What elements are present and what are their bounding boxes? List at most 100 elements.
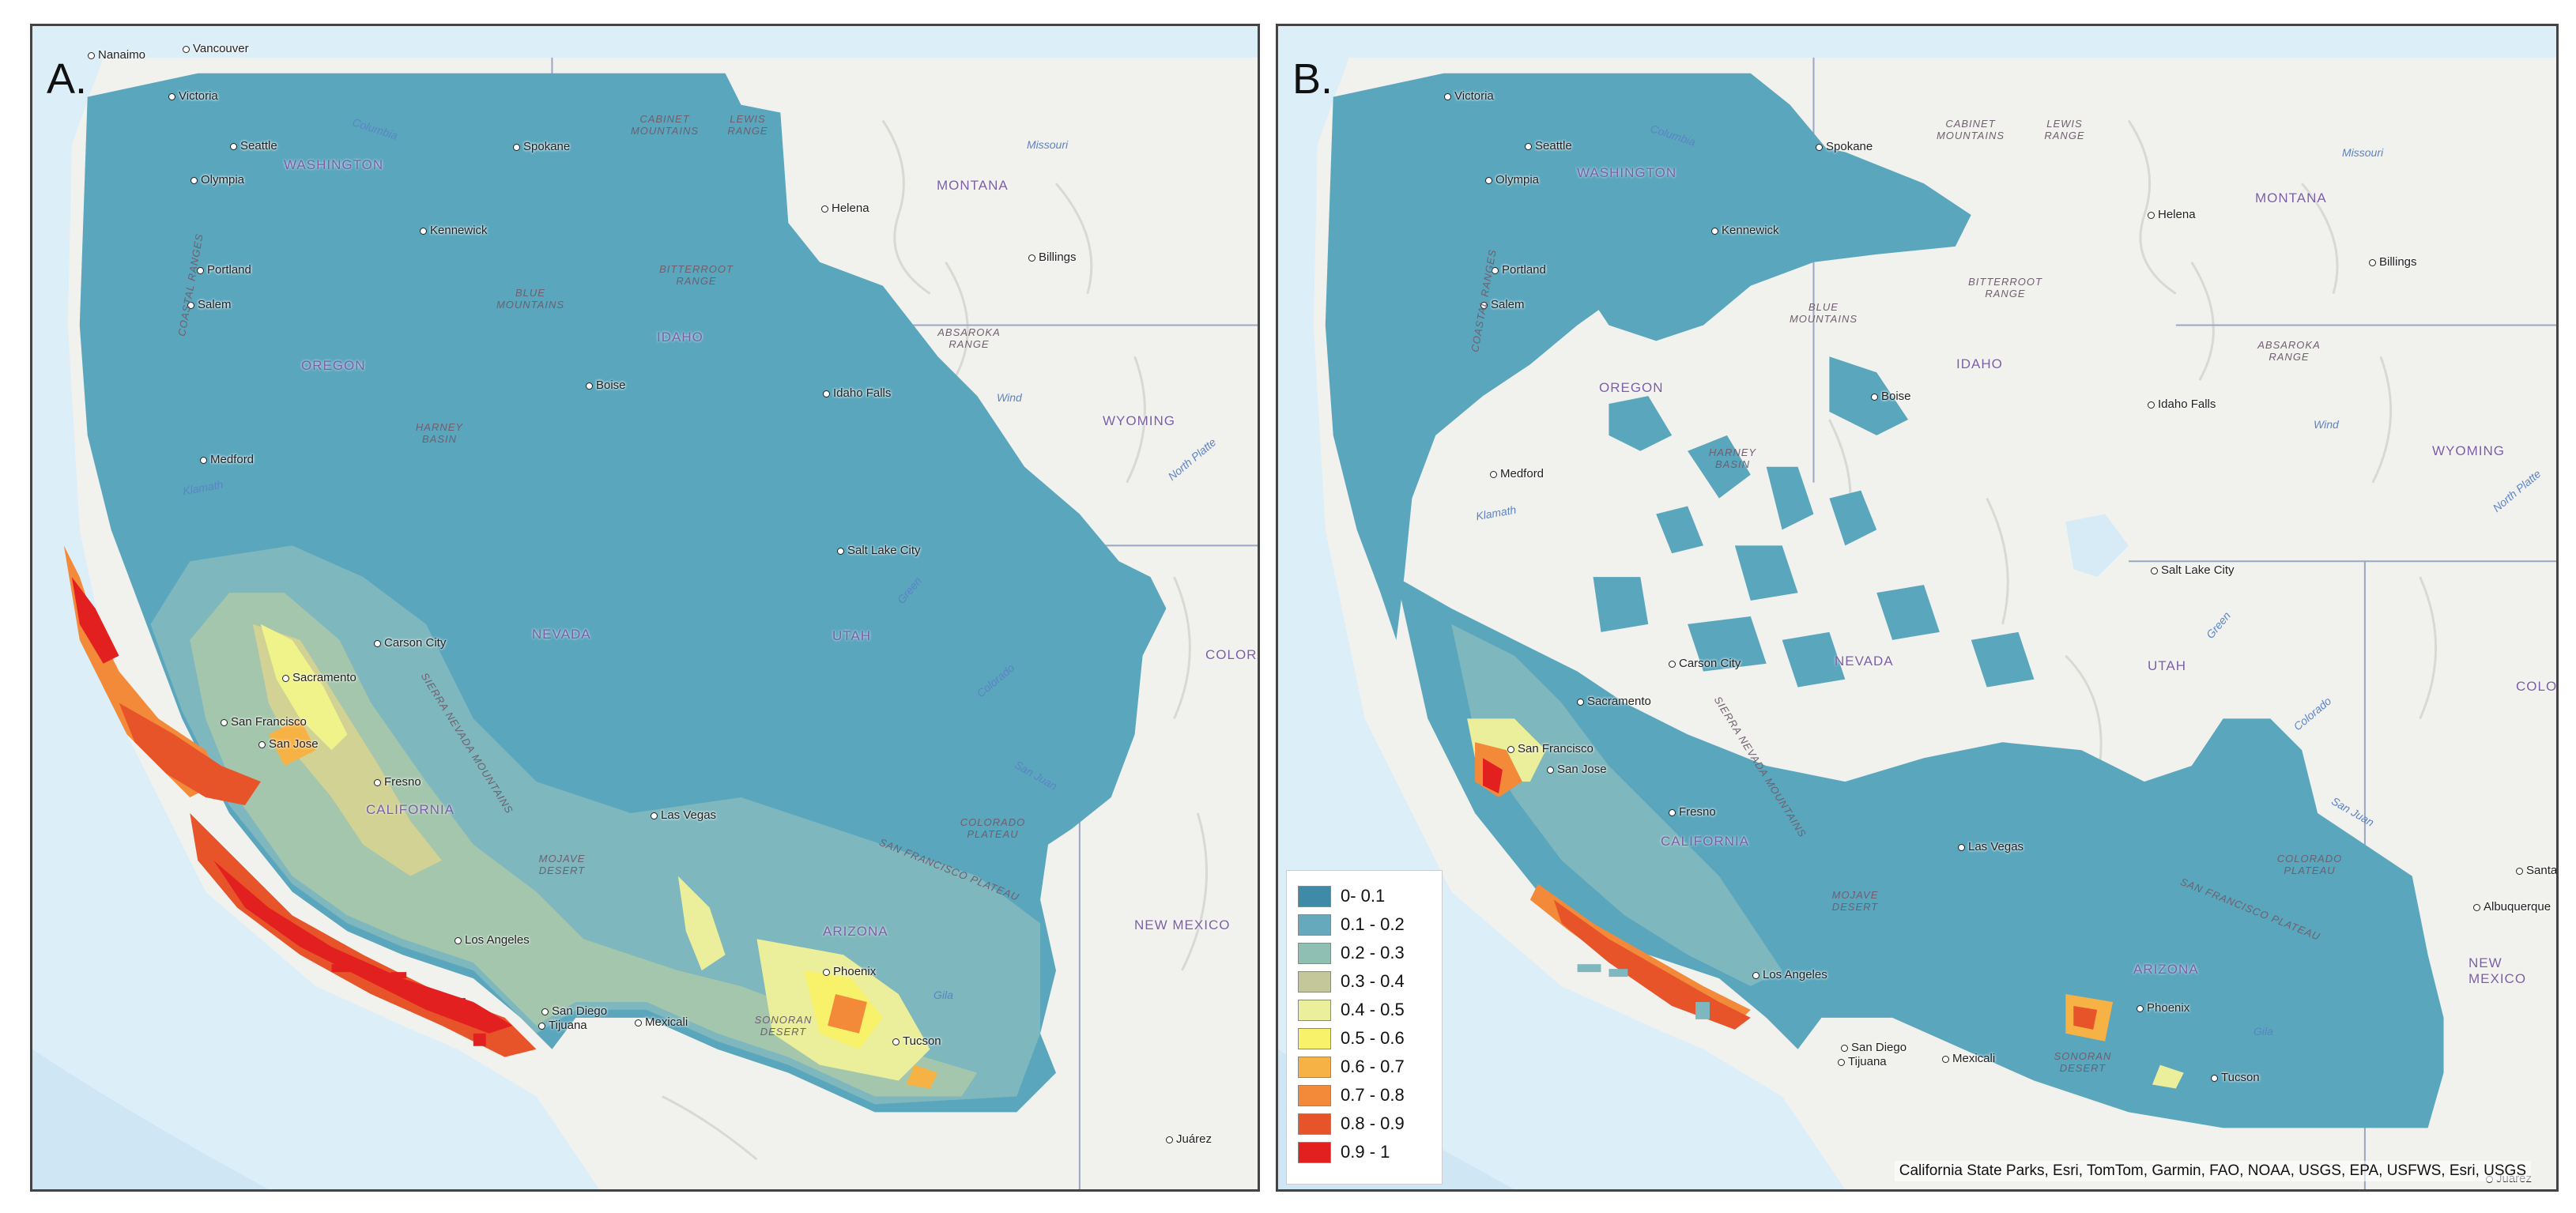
place-billings: Billings bbox=[2369, 255, 2417, 269]
legend-swatch bbox=[1298, 885, 1331, 907]
place-san-diego: San Diego bbox=[541, 1004, 607, 1018]
legend-item: 0.2 - 0.3 bbox=[1298, 939, 1431, 967]
legend-swatch bbox=[1298, 1141, 1331, 1163]
place-spokane: Spokane bbox=[513, 140, 570, 153]
region-colorado: COLORA bbox=[1205, 647, 1258, 662]
feature-colorado-plateau: COLORADO PLATEAU bbox=[2276, 853, 2343, 876]
region-idaho: IDAHO bbox=[1956, 356, 2003, 371]
feature-colorado-plateau: COLORADO PLATEAU bbox=[960, 816, 1026, 840]
place-tijuana: Tijuana bbox=[1838, 1055, 1887, 1068]
river-missouri: Missouri bbox=[1027, 138, 1069, 151]
region-wyoming: WYOMING bbox=[1103, 413, 1175, 428]
legend-label: 0.9 - 1 bbox=[1341, 1142, 1390, 1162]
place-los-angeles: Los Angeles bbox=[454, 933, 530, 947]
place-phoenix: Phoenix bbox=[2137, 1001, 2189, 1015]
feature-bitterroot-range: BITTERROOT RANGE bbox=[659, 263, 734, 287]
feature-sonoran-desert: SONORAN DESERT bbox=[2054, 1050, 2112, 1074]
river-gila: Gila bbox=[2254, 1025, 2273, 1038]
place-victoria: Victoria bbox=[1444, 89, 1494, 103]
region-washington: WASHINGTON bbox=[1577, 165, 1677, 180]
legend-swatch bbox=[1298, 1084, 1331, 1106]
legend-label: 0.7 - 0.8 bbox=[1341, 1085, 1405, 1105]
legend-label: 0.1 - 0.2 bbox=[1341, 914, 1405, 934]
legend-item: 0.8 - 0.9 bbox=[1298, 1109, 1431, 1138]
legend-label: 0.3 - 0.4 bbox=[1341, 971, 1405, 991]
region-new-mexico: NEW MEXICO bbox=[1134, 917, 1231, 932]
region-arizona: ARIZONA bbox=[2133, 962, 2199, 977]
place-las-vegas: Las Vegas bbox=[651, 808, 716, 822]
legend-item: 0.9 - 1 bbox=[1298, 1138, 1431, 1166]
map-credits[interactable]: California State Parks, Esri, TomTom, Ga… bbox=[1894, 1161, 2531, 1181]
legend-item: 0- 0.1 bbox=[1298, 882, 1431, 910]
legend-label: 0.8 - 0.9 bbox=[1341, 1113, 1405, 1133]
place-santa-fe: Santa bbox=[2516, 864, 2556, 877]
feature-sonoran-desert: SONORAN DESERT bbox=[754, 1014, 813, 1038]
map-legend: 0- 0.1 0.1 - 0.2 0.2 - 0.3 0.3 - 0.4 0.4… bbox=[1286, 870, 1443, 1185]
feature-blue-mountains: BLUE MOUNTAINS bbox=[1789, 301, 1858, 325]
legend-swatch bbox=[1298, 914, 1331, 936]
feature-harney-basin: HARNEY BASIN bbox=[415, 421, 464, 445]
place-san-jose: San Jose bbox=[258, 737, 319, 751]
place-phoenix: Phoenix bbox=[823, 965, 876, 978]
place-helena: Helena bbox=[821, 202, 869, 215]
region-colorado: COLORA bbox=[2516, 679, 2558, 694]
place-vancouver: Vancouver bbox=[183, 42, 249, 55]
place-kennewick: Kennewick bbox=[1711, 224, 1779, 237]
river-missouri: Missouri bbox=[2342, 146, 2384, 159]
panel-label-a: A. bbox=[47, 55, 88, 103]
place-san-jose: San Jose bbox=[1547, 763, 1607, 776]
place-tucson: Tucson bbox=[892, 1034, 941, 1048]
river-wind: Wind bbox=[2314, 418, 2339, 431]
map-panel-b[interactable]: B. Victoria Seattle Olympia Spokane Kenn… bbox=[1276, 24, 2559, 1192]
place-juarez: Juárez bbox=[1166, 1132, 1212, 1146]
region-california: CALIFORNIA bbox=[366, 802, 455, 817]
suitability-map-a bbox=[32, 26, 1258, 1189]
place-billings: Billings bbox=[1028, 251, 1077, 264]
region-nevada: NEVADA bbox=[1835, 654, 1894, 669]
place-san-francisco: San Francisco bbox=[1507, 742, 1593, 755]
place-seattle: Seattle bbox=[230, 139, 277, 153]
place-helena: Helena bbox=[2148, 208, 2196, 221]
legend-swatch bbox=[1298, 1056, 1331, 1078]
place-salt-lake-city: Salt Lake City bbox=[837, 544, 921, 557]
place-medford: Medford bbox=[1490, 467, 1544, 480]
place-nanaimo: Nanaimo bbox=[88, 48, 145, 62]
river-wind: Wind bbox=[997, 391, 1022, 404]
place-olympia: Olympia bbox=[1485, 173, 1539, 186]
map-panel-a[interactable]: A. Nanaimo Vancouver Victoria Seattle Ol… bbox=[30, 24, 1260, 1192]
place-idaho-falls: Idaho Falls bbox=[823, 386, 891, 400]
place-portland: Portland bbox=[197, 263, 251, 277]
feature-absaroka-range: ABSAROKA RANGE bbox=[937, 326, 1001, 350]
legend-label: 0.5 - 0.6 bbox=[1341, 1028, 1405, 1048]
place-salem: Salem bbox=[1480, 298, 1525, 311]
place-sacramento: Sacramento bbox=[282, 671, 356, 684]
place-fresno: Fresno bbox=[374, 775, 421, 789]
place-olympia: Olympia bbox=[190, 173, 244, 186]
feature-blue-mountains: BLUE MOUNTAINS bbox=[496, 287, 565, 311]
feature-bitterroot-range: BITTERROOT RANGE bbox=[1968, 276, 2042, 299]
legend-item: 0.7 - 0.8 bbox=[1298, 1081, 1431, 1109]
legend-label: 0.2 - 0.3 bbox=[1341, 943, 1405, 962]
region-montana: MONTANA bbox=[2255, 190, 2327, 205]
feature-lewis-range: LEWIS RANGE bbox=[727, 113, 768, 137]
place-idaho-falls: Idaho Falls bbox=[2148, 397, 2216, 411]
legend-swatch bbox=[1298, 999, 1331, 1021]
place-salem: Salem bbox=[187, 298, 232, 311]
feature-absaroka-range: ABSAROKA RANGE bbox=[2257, 339, 2321, 363]
place-boise: Boise bbox=[586, 379, 626, 392]
region-utah: UTAH bbox=[2148, 658, 2187, 673]
place-las-vegas: Las Vegas bbox=[1958, 840, 2023, 853]
place-sacramento: Sacramento bbox=[1577, 695, 1651, 708]
place-spokane: Spokane bbox=[1816, 140, 1873, 153]
feature-cabinet-mountains: CABINET MOUNTAINS bbox=[630, 113, 700, 137]
place-san-francisco: San Francisco bbox=[221, 715, 307, 729]
panel-label-b: B. bbox=[1292, 55, 1333, 103]
feature-mojave-desert: MOJAVE DESERT bbox=[1831, 889, 1879, 913]
river-gila: Gila bbox=[933, 989, 953, 1001]
legend-label: 0.4 - 0.5 bbox=[1341, 1000, 1405, 1019]
region-washington: WASHINGTON bbox=[284, 157, 384, 172]
legend-swatch bbox=[1298, 942, 1331, 964]
place-fresno: Fresno bbox=[1669, 805, 1716, 819]
place-mexicali: Mexicali bbox=[1942, 1052, 1995, 1065]
region-wyoming: WYOMING bbox=[2432, 443, 2505, 458]
